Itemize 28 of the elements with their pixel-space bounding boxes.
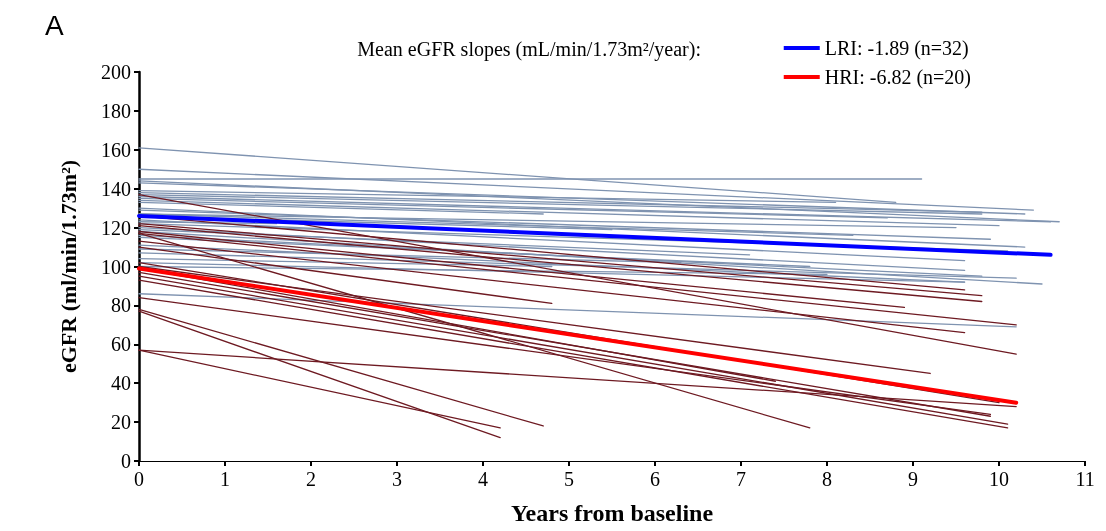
chart-title: A <box>45 9 64 41</box>
y-tick-label: 80 <box>111 294 131 317</box>
legend-title: Mean eGFR slopes (mL/min/1.73m²/year): <box>357 38 702 61</box>
x-tick-label: 5 <box>564 468 574 490</box>
y-tick-label: 100 <box>101 255 131 278</box>
y-tick-label: 140 <box>101 177 131 200</box>
x-tick-label: 7 <box>736 468 746 490</box>
x-tick-label: 2 <box>306 468 316 490</box>
y-tick-label: 40 <box>111 372 131 395</box>
x-tick-label: 9 <box>908 468 918 490</box>
x-tick-label: 6 <box>650 468 660 490</box>
y-axis-title: eGFR (ml/min/1.73m²) <box>55 159 81 374</box>
x-tick-label: 4 <box>478 468 488 490</box>
x-tick-label: 10 <box>989 468 1009 490</box>
y-tick-label: 180 <box>101 99 131 122</box>
x-tick-label: 3 <box>392 468 402 490</box>
y-tick-label: 120 <box>101 216 131 239</box>
legend-label: HRI: -6.82 (n=20) <box>824 66 972 89</box>
y-tick-label: 200 <box>101 61 131 83</box>
legend-label: LRI: -1.89 (n=32) <box>824 37 969 60</box>
x-tick-label: 8 <box>822 468 832 490</box>
y-tick-label: 0 <box>121 450 131 472</box>
x-axis-title: Years from baseline <box>510 500 714 526</box>
y-tick-label: 60 <box>111 333 131 356</box>
x-tick-label: 11 <box>1075 468 1095 490</box>
x-tick-label: 1 <box>220 468 230 490</box>
y-tick-label: 20 <box>111 411 131 434</box>
y-tick-label: 160 <box>101 138 131 161</box>
